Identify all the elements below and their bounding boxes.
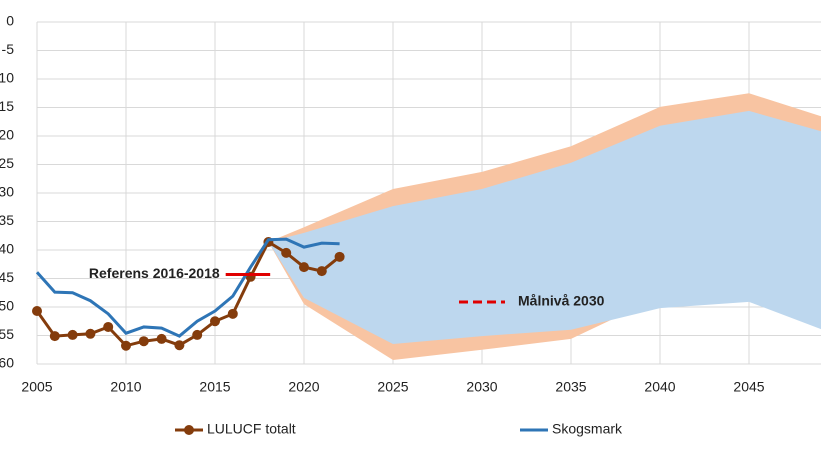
data-point <box>138 336 149 347</box>
x-tick-label: 2020 <box>288 379 319 395</box>
data-point <box>156 333 167 344</box>
data-point <box>85 328 96 339</box>
data-point <box>334 251 345 262</box>
x-tick-label: 2015 <box>199 379 230 395</box>
data-point <box>49 331 60 342</box>
data-point <box>281 247 292 258</box>
x-tick-label: 2005 <box>21 379 52 395</box>
data-point <box>210 316 220 327</box>
y-tick-label: 0 <box>6 13 14 29</box>
reference-label: Referens 2016-2018 <box>89 265 220 281</box>
y-tick-label: -60 <box>0 355 14 371</box>
data-point <box>316 266 327 277</box>
x-tick-label: 2025 <box>377 379 408 395</box>
y-tick-label: -20 <box>0 127 14 143</box>
x-tick-label: 2035 <box>555 379 586 395</box>
x-tick-label: 2045 <box>733 379 764 395</box>
scenario-band <box>268 110 821 345</box>
data-point <box>299 262 309 273</box>
y-tick-label: -40 <box>0 241 14 257</box>
data-point <box>103 321 114 332</box>
legend-label: LULUCF totalt <box>207 421 296 437</box>
y-tick-label: -15 <box>0 98 14 114</box>
y-tick-label: -55 <box>0 326 14 342</box>
x-tick-label: 2010 <box>110 379 141 395</box>
y-tick-label: -35 <box>0 212 14 228</box>
target-label: Målnivå 2030 <box>518 293 605 309</box>
legend-marker <box>184 425 194 435</box>
data-point <box>227 308 238 319</box>
x-tick-label: 2040 <box>644 379 675 395</box>
series-line <box>35 237 340 338</box>
data-point <box>121 340 131 351</box>
legend-label: Skogsmark <box>552 421 623 437</box>
y-tick-label: -5 <box>2 41 15 57</box>
data-point <box>174 340 185 351</box>
y-tick-label: -50 <box>0 298 14 314</box>
y-tick-label: -25 <box>0 155 14 171</box>
y-tick-label: -10 <box>0 70 14 86</box>
y-tick-label: -45 <box>0 269 14 285</box>
data-point <box>192 329 203 340</box>
data-point <box>67 329 78 340</box>
y-tick-label: -30 <box>0 184 14 200</box>
data-point <box>32 305 42 316</box>
x-tick-label: 2030 <box>466 379 497 395</box>
